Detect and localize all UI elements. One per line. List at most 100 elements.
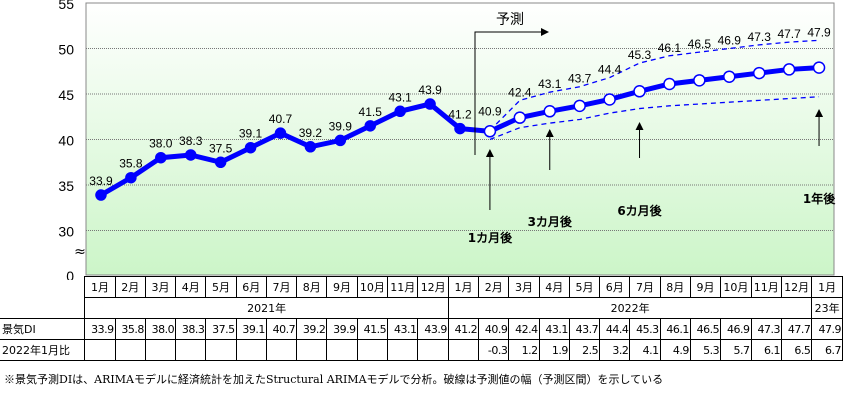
annotation-label: 6カ月後 <box>617 203 662 218</box>
year-header: 23年 <box>811 297 843 319</box>
month-header: 3月 <box>508 276 540 298</box>
data-label: 35.8 <box>119 157 143 171</box>
data-point <box>394 105 406 118</box>
data-label: 41.5 <box>359 105 383 119</box>
di-cell: 35.8 <box>114 318 146 340</box>
y-tick-label: 0 <box>66 268 74 280</box>
year-header: 2022年 <box>447 297 813 319</box>
diff-cell: 6.5 <box>780 339 813 361</box>
year-header: 2021年 <box>84 297 449 319</box>
axis-break-icon: ≈ <box>74 244 86 260</box>
data-label: 41.2 <box>448 108 472 122</box>
data-point <box>723 70 736 83</box>
di-cell: 33.9 <box>84 318 116 340</box>
diff-cell: 2.5 <box>568 339 601 361</box>
diff-cell <box>235 339 267 361</box>
month-header: 10月 <box>720 276 752 298</box>
data-label: 43.9 <box>418 83 442 97</box>
data-label: 37.5 <box>209 141 233 155</box>
month-header: 11月 <box>750 276 782 298</box>
row-label: 景気DI <box>0 318 86 340</box>
month-header: 2月 <box>114 276 146 298</box>
y-tick-label: 45 <box>58 87 74 103</box>
diff-cell <box>326 339 358 361</box>
data-point <box>483 125 497 138</box>
table-corner <box>0 277 85 319</box>
diff-cell <box>144 339 177 361</box>
year-row: 2021年 2022年 23年 <box>0 297 843 319</box>
data-label: 39.9 <box>329 119 353 133</box>
data-label: 39.2 <box>299 126 323 140</box>
data-label: 38.0 <box>149 137 173 151</box>
data-point <box>424 98 436 110</box>
diff-cell <box>387 339 419 361</box>
data-point <box>155 151 167 164</box>
di-cell: 39.9 <box>326 318 358 340</box>
diff-cell <box>447 339 480 361</box>
data-label: 46.9 <box>718 34 742 48</box>
month-header: 2月 <box>478 276 510 298</box>
month-header: 12月 <box>780 276 813 298</box>
di-cell: 47.7 <box>780 318 813 340</box>
forecast-band-lower <box>489 96 820 141</box>
diff-row: 2022年1月比 -0.3 1.2 1.9 2.5 3.2 4.1 4.9 5.3 5.7 6.1 6… <box>0 339 843 361</box>
data-point <box>663 77 676 91</box>
di-cell: 39.1 <box>235 318 267 340</box>
diff-cell <box>296 339 328 361</box>
di-cell: 37.5 <box>205 318 237 340</box>
data-label: 33.9 <box>89 174 113 188</box>
data-point <box>693 74 706 87</box>
data-point <box>244 141 257 154</box>
y-tick-label: 55 <box>58 0 74 12</box>
data-label: 42.4 <box>508 85 532 99</box>
data-point <box>95 189 107 201</box>
di-cell: 38.3 <box>175 318 207 340</box>
diff-cell <box>265 339 298 361</box>
di-cell: 46.5 <box>689 318 722 340</box>
diff-cell: 6.7 <box>811 339 843 361</box>
data-label: 43.7 <box>568 72 592 86</box>
month-row: 1月 2月 3月 4月 5月 6月 7月 8月 9月 10月 11月 12月 1月 2月 3月 4月 5月 6月 7… <box>0 276 843 298</box>
data-label: 44.4 <box>598 63 622 77</box>
data-point <box>214 156 227 168</box>
di-cell: 45.3 <box>629 318 661 340</box>
di-cell: 40.7 <box>265 318 298 340</box>
data-label: 39.1 <box>239 127 263 141</box>
month-header: 5月 <box>568 276 601 298</box>
month-header: 6月 <box>235 276 267 298</box>
data-label: 47.3 <box>748 30 772 44</box>
month-header: 3月 <box>144 276 177 298</box>
diff-cell: 3.2 <box>599 339 631 361</box>
data-label: 46.1 <box>658 41 682 55</box>
diff-cell <box>205 339 237 361</box>
data-label: 38.3 <box>179 134 203 148</box>
data-label: 40.9 <box>478 104 502 118</box>
di-cell: 47.9 <box>811 318 843 340</box>
footnote: ※景気予測DIは、ARIMAモデルに経済統計を加えたStructural ARI… <box>4 373 664 386</box>
line-chart: 0 30 35 40 45 50 55 ≈33.9 35.8 38.0 38.3 37.5 39.1 40… <box>58 0 836 280</box>
data-point <box>125 171 137 184</box>
month-header: 9月 <box>689 276 722 298</box>
di-cell: 39.2 <box>296 318 328 340</box>
data-point <box>543 105 557 118</box>
month-header: 8月 <box>659 276 691 298</box>
di-cell: 44.4 <box>599 318 631 340</box>
di-cell: 41.5 <box>356 318 389 340</box>
data-label: 43.1 <box>538 77 562 91</box>
di-cell: 42.4 <box>508 318 540 340</box>
month-header: 4月 <box>538 276 570 298</box>
di-row: 景気DI 33.9 35.8 38.0 38.3 37.5 39.1 40.7 39.2 39.9… <box>0 318 843 340</box>
month-header: 1月 <box>811 276 843 298</box>
data-table: 1月 2月 3月 4月 5月 6月 7月 8月 9月 10月 11月 12月 1月 2月 3月 4月 5月 6月 7… <box>0 276 843 361</box>
data-point <box>334 134 347 147</box>
month-header: 7月 <box>265 276 298 298</box>
month-header: 1月 <box>447 276 480 298</box>
annotation-label: 1カ月後 <box>468 230 513 245</box>
month-header: 5月 <box>205 276 237 298</box>
data-label: 45.3 <box>628 48 652 62</box>
data-label: 47.9 <box>807 25 831 39</box>
month-header: 6月 <box>599 276 631 298</box>
month-header: 12月 <box>417 276 449 298</box>
diff-cell: -0.3 <box>478 339 510 361</box>
